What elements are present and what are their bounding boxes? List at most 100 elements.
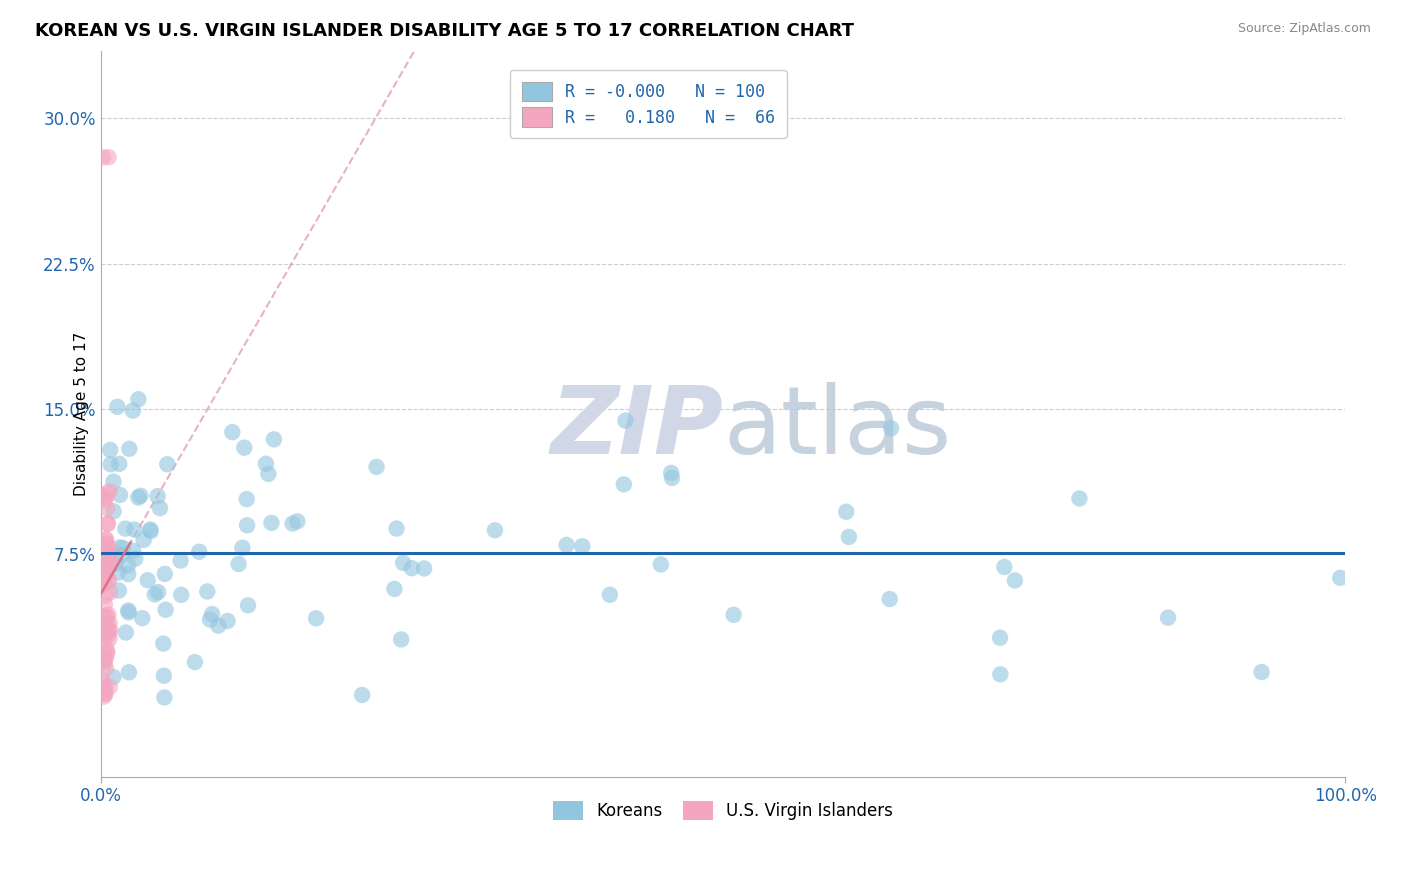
U.S. Virgin Islanders — [91, 150, 114, 164]
Koreans — [236, 518, 259, 533]
Koreans — [613, 477, 636, 491]
Koreans — [105, 400, 128, 414]
Koreans — [385, 522, 408, 536]
U.S. Virgin Islanders — [98, 680, 121, 694]
Koreans — [188, 545, 211, 559]
U.S. Virgin Islanders — [97, 628, 120, 642]
Koreans — [221, 425, 243, 439]
Y-axis label: Disability Age 5 to 17: Disability Age 5 to 17 — [75, 332, 90, 496]
Koreans — [366, 459, 388, 474]
U.S. Virgin Islanders — [98, 573, 121, 587]
U.S. Virgin Islanders — [94, 532, 117, 546]
Koreans — [988, 667, 1011, 681]
U.S. Virgin Islanders — [98, 624, 121, 638]
U.S. Virgin Islanders — [94, 661, 117, 675]
U.S. Virgin Islanders — [91, 566, 114, 580]
U.S. Virgin Islanders — [91, 488, 114, 502]
Koreans — [149, 501, 172, 516]
Koreans — [103, 504, 125, 518]
U.S. Virgin Islanders — [97, 516, 120, 531]
U.S. Virgin Islanders — [93, 632, 115, 646]
U.S. Virgin Islanders — [91, 686, 114, 700]
Koreans — [124, 551, 146, 566]
U.S. Virgin Islanders — [91, 609, 114, 624]
Koreans — [170, 588, 193, 602]
Koreans — [260, 516, 283, 530]
U.S. Virgin Islanders — [94, 617, 117, 632]
U.S. Virgin Islanders — [94, 621, 117, 635]
U.S. Virgin Islanders — [100, 555, 122, 569]
Text: atlas: atlas — [723, 383, 952, 475]
Koreans — [571, 539, 593, 553]
U.S. Virgin Islanders — [94, 687, 117, 701]
Koreans — [100, 457, 122, 471]
Koreans — [555, 538, 578, 552]
U.S. Virgin Islanders — [96, 538, 118, 552]
Koreans — [107, 566, 129, 580]
Koreans — [838, 530, 860, 544]
Koreans — [103, 670, 125, 684]
Koreans — [993, 560, 1015, 574]
Text: Source: ZipAtlas.com: Source: ZipAtlas.com — [1237, 22, 1371, 36]
Koreans — [124, 523, 146, 537]
Koreans — [129, 489, 152, 503]
U.S. Virgin Islanders — [98, 483, 121, 498]
Koreans — [139, 523, 162, 537]
U.S. Virgin Islanders — [97, 548, 120, 562]
Legend: Koreans, U.S. Virgin Islanders: Koreans, U.S. Virgin Islanders — [547, 794, 900, 827]
U.S. Virgin Islanders — [90, 556, 112, 570]
U.S. Virgin Islanders — [93, 561, 115, 575]
Koreans — [659, 466, 682, 480]
Koreans — [143, 587, 166, 601]
U.S. Virgin Islanders — [94, 681, 117, 695]
Koreans — [184, 655, 207, 669]
Koreans — [118, 442, 141, 456]
U.S. Virgin Islanders — [91, 677, 114, 691]
Koreans — [108, 583, 131, 598]
Koreans — [352, 688, 374, 702]
U.S. Virgin Islanders — [94, 657, 117, 671]
Koreans — [122, 543, 145, 558]
U.S. Virgin Islanders — [96, 609, 118, 624]
Koreans — [121, 403, 143, 417]
Koreans — [263, 433, 285, 447]
U.S. Virgin Islanders — [98, 615, 121, 630]
Koreans — [156, 458, 179, 472]
U.S. Virgin Islanders — [96, 641, 118, 656]
Koreans — [835, 505, 858, 519]
Koreans — [153, 690, 176, 705]
Koreans — [1250, 665, 1272, 679]
U.S. Virgin Islanders — [98, 623, 121, 637]
Koreans — [127, 491, 149, 505]
Koreans — [233, 441, 256, 455]
U.S. Virgin Islanders — [94, 598, 117, 612]
Koreans — [153, 669, 176, 683]
Koreans — [235, 492, 257, 507]
Koreans — [1157, 610, 1180, 624]
Koreans — [988, 631, 1011, 645]
U.S. Virgin Islanders — [94, 686, 117, 700]
U.S. Virgin Islanders — [96, 646, 118, 660]
U.S. Virgin Islanders — [94, 533, 117, 547]
Koreans — [254, 457, 277, 471]
U.S. Virgin Islanders — [91, 673, 114, 687]
Koreans — [146, 489, 169, 503]
Koreans — [146, 585, 169, 599]
U.S. Virgin Islanders — [93, 652, 115, 666]
Koreans — [614, 414, 637, 428]
Koreans — [93, 656, 115, 670]
U.S. Virgin Islanders — [93, 493, 115, 508]
U.S. Virgin Islanders — [94, 536, 117, 550]
Koreans — [111, 541, 134, 555]
Koreans — [880, 421, 903, 435]
Koreans — [201, 607, 224, 621]
Koreans — [1004, 574, 1026, 588]
Koreans — [723, 607, 745, 622]
Koreans — [118, 665, 141, 680]
Koreans — [257, 467, 280, 481]
Koreans — [195, 584, 218, 599]
Koreans — [217, 614, 239, 628]
Koreans — [103, 475, 125, 489]
Koreans — [127, 392, 149, 407]
Koreans — [389, 632, 412, 647]
